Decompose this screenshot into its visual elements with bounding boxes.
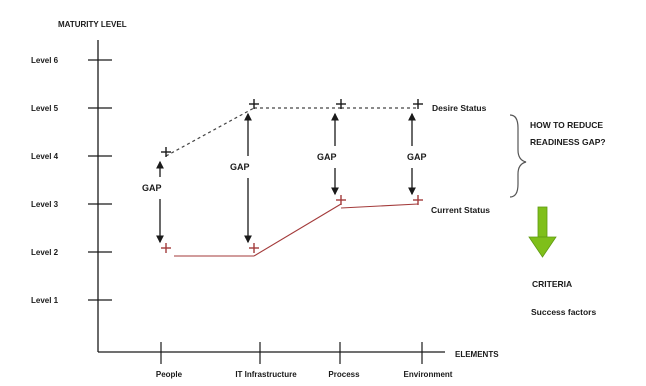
- current-status-line-segment: [253, 203, 342, 257]
- current-status-point: [336, 195, 346, 205]
- desire-status-point: [413, 99, 423, 109]
- y-tick-label-level-6: Level 6: [31, 56, 59, 65]
- desire-status-label: Desire Status: [432, 103, 487, 113]
- gap-label: GAP: [230, 162, 250, 172]
- x-tick-label-people: People: [156, 370, 183, 379]
- x-tick-label-environment: Environment: [404, 370, 453, 379]
- desire-status-point: [249, 99, 259, 109]
- gap-label: GAP: [142, 183, 162, 193]
- desire-status-point: [336, 99, 346, 109]
- y-tick-label-level-2: Level 2: [31, 248, 59, 257]
- series-layer: [161, 99, 423, 257]
- gap-arrows: GAP GAP GAP GAP: [142, 112, 427, 244]
- y-ticks: Level 1 Level 2 Level 3 Level 4 Level 5 …: [31, 56, 112, 305]
- desire-status-point: [161, 147, 171, 157]
- criteria-label: CRITERIA: [532, 279, 572, 289]
- y-tick-label-level-5: Level 5: [31, 104, 59, 113]
- x-axis-title: ELEMENTS: [455, 350, 499, 359]
- x-ticks: People IT Infrastructure Process Environ…: [156, 342, 453, 379]
- y-tick-label-level-4: Level 4: [31, 152, 59, 161]
- side-note-line-2: READINESS GAP?: [530, 137, 606, 147]
- current-status-point: [161, 243, 171, 253]
- current-status-line-segment: [340, 203, 419, 209]
- green-down-arrow-icon: [528, 206, 557, 258]
- gap-label: GAP: [317, 152, 337, 162]
- y-tick-label-level-3: Level 3: [31, 200, 59, 209]
- current-status-point: [413, 195, 423, 205]
- x-tick-label-it-infrastructure: IT Infrastructure: [235, 370, 297, 379]
- success-factors-label: Success factors: [531, 307, 596, 317]
- current-status-point: [249, 243, 259, 253]
- x-tick-label-process: Process: [328, 370, 360, 379]
- gap-label: GAP: [407, 152, 427, 162]
- y-axis-title: MATURITY LEVEL: [58, 20, 127, 29]
- curly-brace: [509, 114, 527, 198]
- y-tick-label-level-1: Level 1: [31, 296, 59, 305]
- current-status-label: Current Status: [431, 205, 490, 215]
- desire-status-line-segment: [165, 107, 255, 157]
- side-note-line-1: HOW TO REDUCE: [530, 120, 603, 130]
